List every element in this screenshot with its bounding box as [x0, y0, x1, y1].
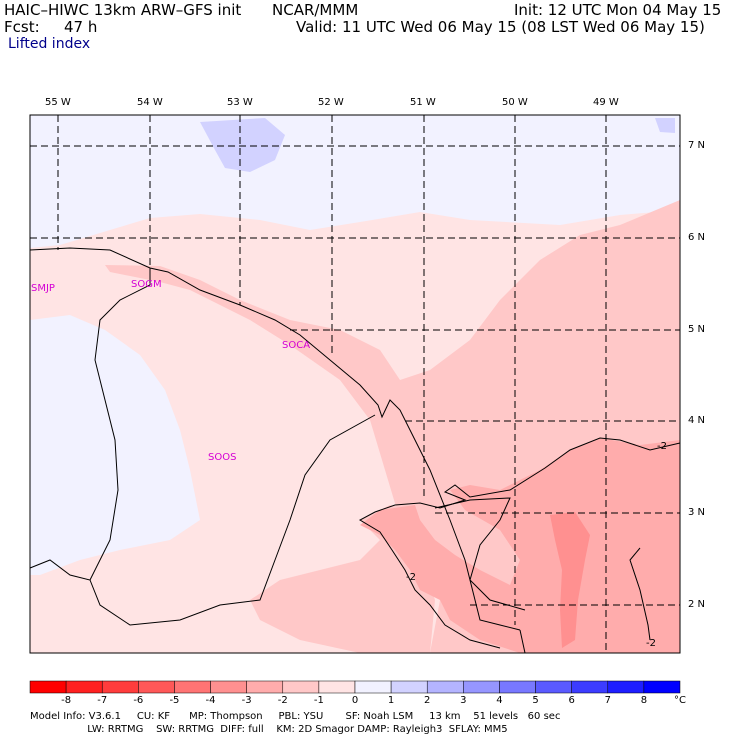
lon-label: 55 W	[45, 97, 71, 108]
lon-label: 51 W	[410, 97, 436, 108]
colorbar-tick-label: 5	[532, 695, 539, 706]
lat-label: 2 N	[688, 599, 706, 610]
colorbar-tick-label: -5	[169, 695, 180, 706]
colorbar-tick-label: 0	[351, 695, 359, 706]
colorbar-swatch	[499, 680, 536, 694]
lon-label: 49 W	[593, 97, 619, 108]
colorbar-swatch	[426, 680, 464, 694]
colorbar-tick-label: 4	[496, 695, 503, 706]
contour-minus-2	[358, 437, 681, 649]
lat-label: 3 N	[688, 507, 706, 518]
field-region-positive-3	[200, 118, 285, 172]
colorbar-swatch	[354, 680, 392, 694]
lon-label: 52 W	[318, 97, 344, 108]
colorbar-swatch	[463, 680, 500, 694]
forecast-label: Fcst:	[4, 18, 40, 36]
lon-label: 50 W	[502, 97, 528, 108]
colorbar-tick-label: -3	[241, 695, 252, 706]
colorbar-swatch	[607, 680, 645, 694]
field-region-positive	[30, 115, 680, 248]
lat-lon-grid	[30, 115, 680, 653]
organization: NCAR/MMM	[272, 1, 359, 19]
station-label: SOOS	[208, 452, 237, 463]
lat-label: 5 N	[688, 324, 706, 335]
contour-label: -2	[406, 572, 416, 583]
colorbar-tick-label: 6	[568, 695, 575, 706]
field-region-positive-4	[655, 118, 675, 133]
colorbar-swatch	[174, 680, 211, 694]
colorbar-tick-label: 3	[460, 695, 467, 706]
colorbar-tick-label: -1	[313, 695, 324, 706]
colorbar-swatch	[282, 680, 320, 694]
field-region-negative-4	[550, 512, 590, 648]
colorbar-tick-label: -7	[97, 695, 108, 706]
colorbar-tick-label: 1	[387, 695, 395, 706]
colorbar-swatch	[643, 680, 681, 694]
model-title: HAIC–HIWC 13km ARW–GFS init	[4, 1, 242, 19]
contour-label: -2	[646, 638, 656, 649]
colorbar-swatch	[318, 680, 356, 694]
coastline-borders	[29, 247, 526, 654]
lon-label: 54 W	[137, 97, 163, 108]
colorbar-swatch	[101, 680, 139, 694]
model-info-line1: Model Info: V3.6.1 CU: KF MP: Thompson P…	[30, 711, 561, 722]
colorbar-swatch	[65, 680, 103, 694]
colorbar-swatch	[246, 680, 284, 694]
colorbar-tick-label: 8	[640, 695, 648, 706]
colorbar-tick-label: -4	[205, 695, 216, 706]
colorbar-swatch	[571, 680, 609, 694]
field-region-negative-3	[360, 438, 680, 653]
colorbar	[29, 680, 681, 694]
colorbar-tick-label: -2	[277, 695, 288, 706]
forecast-hour: 47 h	[64, 18, 98, 36]
colorbar-tick-label: 7	[604, 695, 611, 706]
colorbar-swatch	[210, 680, 247, 694]
init-time: Init: 12 UTC Mon 04 May 15	[514, 1, 722, 19]
colorbar-tick-label: 2	[424, 695, 431, 706]
colorbar-swatch	[390, 680, 428, 694]
lat-label: 4 N	[688, 415, 706, 426]
field-name: Lifted index	[8, 36, 91, 52]
colorbar-swatch	[138, 680, 175, 694]
colorbar-swatch	[535, 680, 572, 694]
lat-label: 7 N	[688, 140, 706, 151]
map-frame	[29, 114, 681, 654]
lon-label: 53 W	[227, 97, 253, 108]
model-info-line2: LW: RRTMG SW: RRTMG DIFF: full KM: 2D Sm…	[30, 724, 508, 735]
valid-time: Valid: 11 UTC Wed 06 May 15 (08 LST Wed …	[296, 18, 705, 36]
colorbar-tick-label: -8	[61, 695, 72, 706]
station-label: SOCA	[282, 340, 311, 351]
colorbar-tick-label: -6	[133, 695, 144, 706]
lat-label: 6 N	[688, 232, 706, 243]
colorbar-swatch	[29, 680, 67, 694]
colorbar-unit: °C	[674, 695, 686, 706]
contour-label: -2	[657, 441, 667, 452]
station-label: SOGM	[131, 279, 162, 290]
station-label: SMJP	[31, 283, 55, 294]
